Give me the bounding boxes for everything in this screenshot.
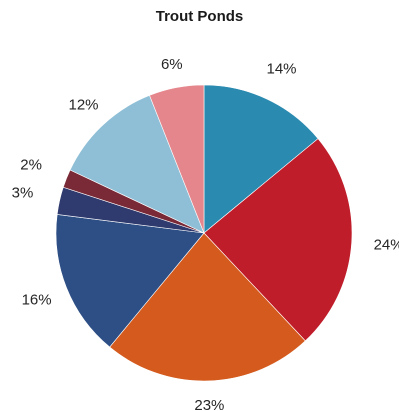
pie-slice-3 [55, 214, 205, 348]
chart-title: Trout Ponds [155, 8, 244, 25]
pie-slice-2 [109, 232, 306, 382]
pie-slice-1 [203, 138, 353, 342]
pie-label-6: 12% [68, 97, 98, 114]
pie-slice-7 [149, 84, 205, 234]
pie-label-7: 6% [161, 56, 183, 73]
pie-label-5: 2% [20, 157, 42, 174]
pie-label-1: 24% [374, 237, 399, 254]
pie-label-2: 23% [194, 397, 224, 411]
pie-label-4: 3% [12, 184, 34, 201]
pie-slice-0 [203, 84, 319, 234]
pie-slice-6 [69, 95, 205, 234]
pie-label-0: 14% [266, 60, 296, 77]
pie-labels: 14% 24% 23% 16% 3% 2% 12% 6% [12, 56, 399, 411]
pie-label-3: 16% [22, 291, 52, 308]
pie-slices [55, 84, 353, 382]
